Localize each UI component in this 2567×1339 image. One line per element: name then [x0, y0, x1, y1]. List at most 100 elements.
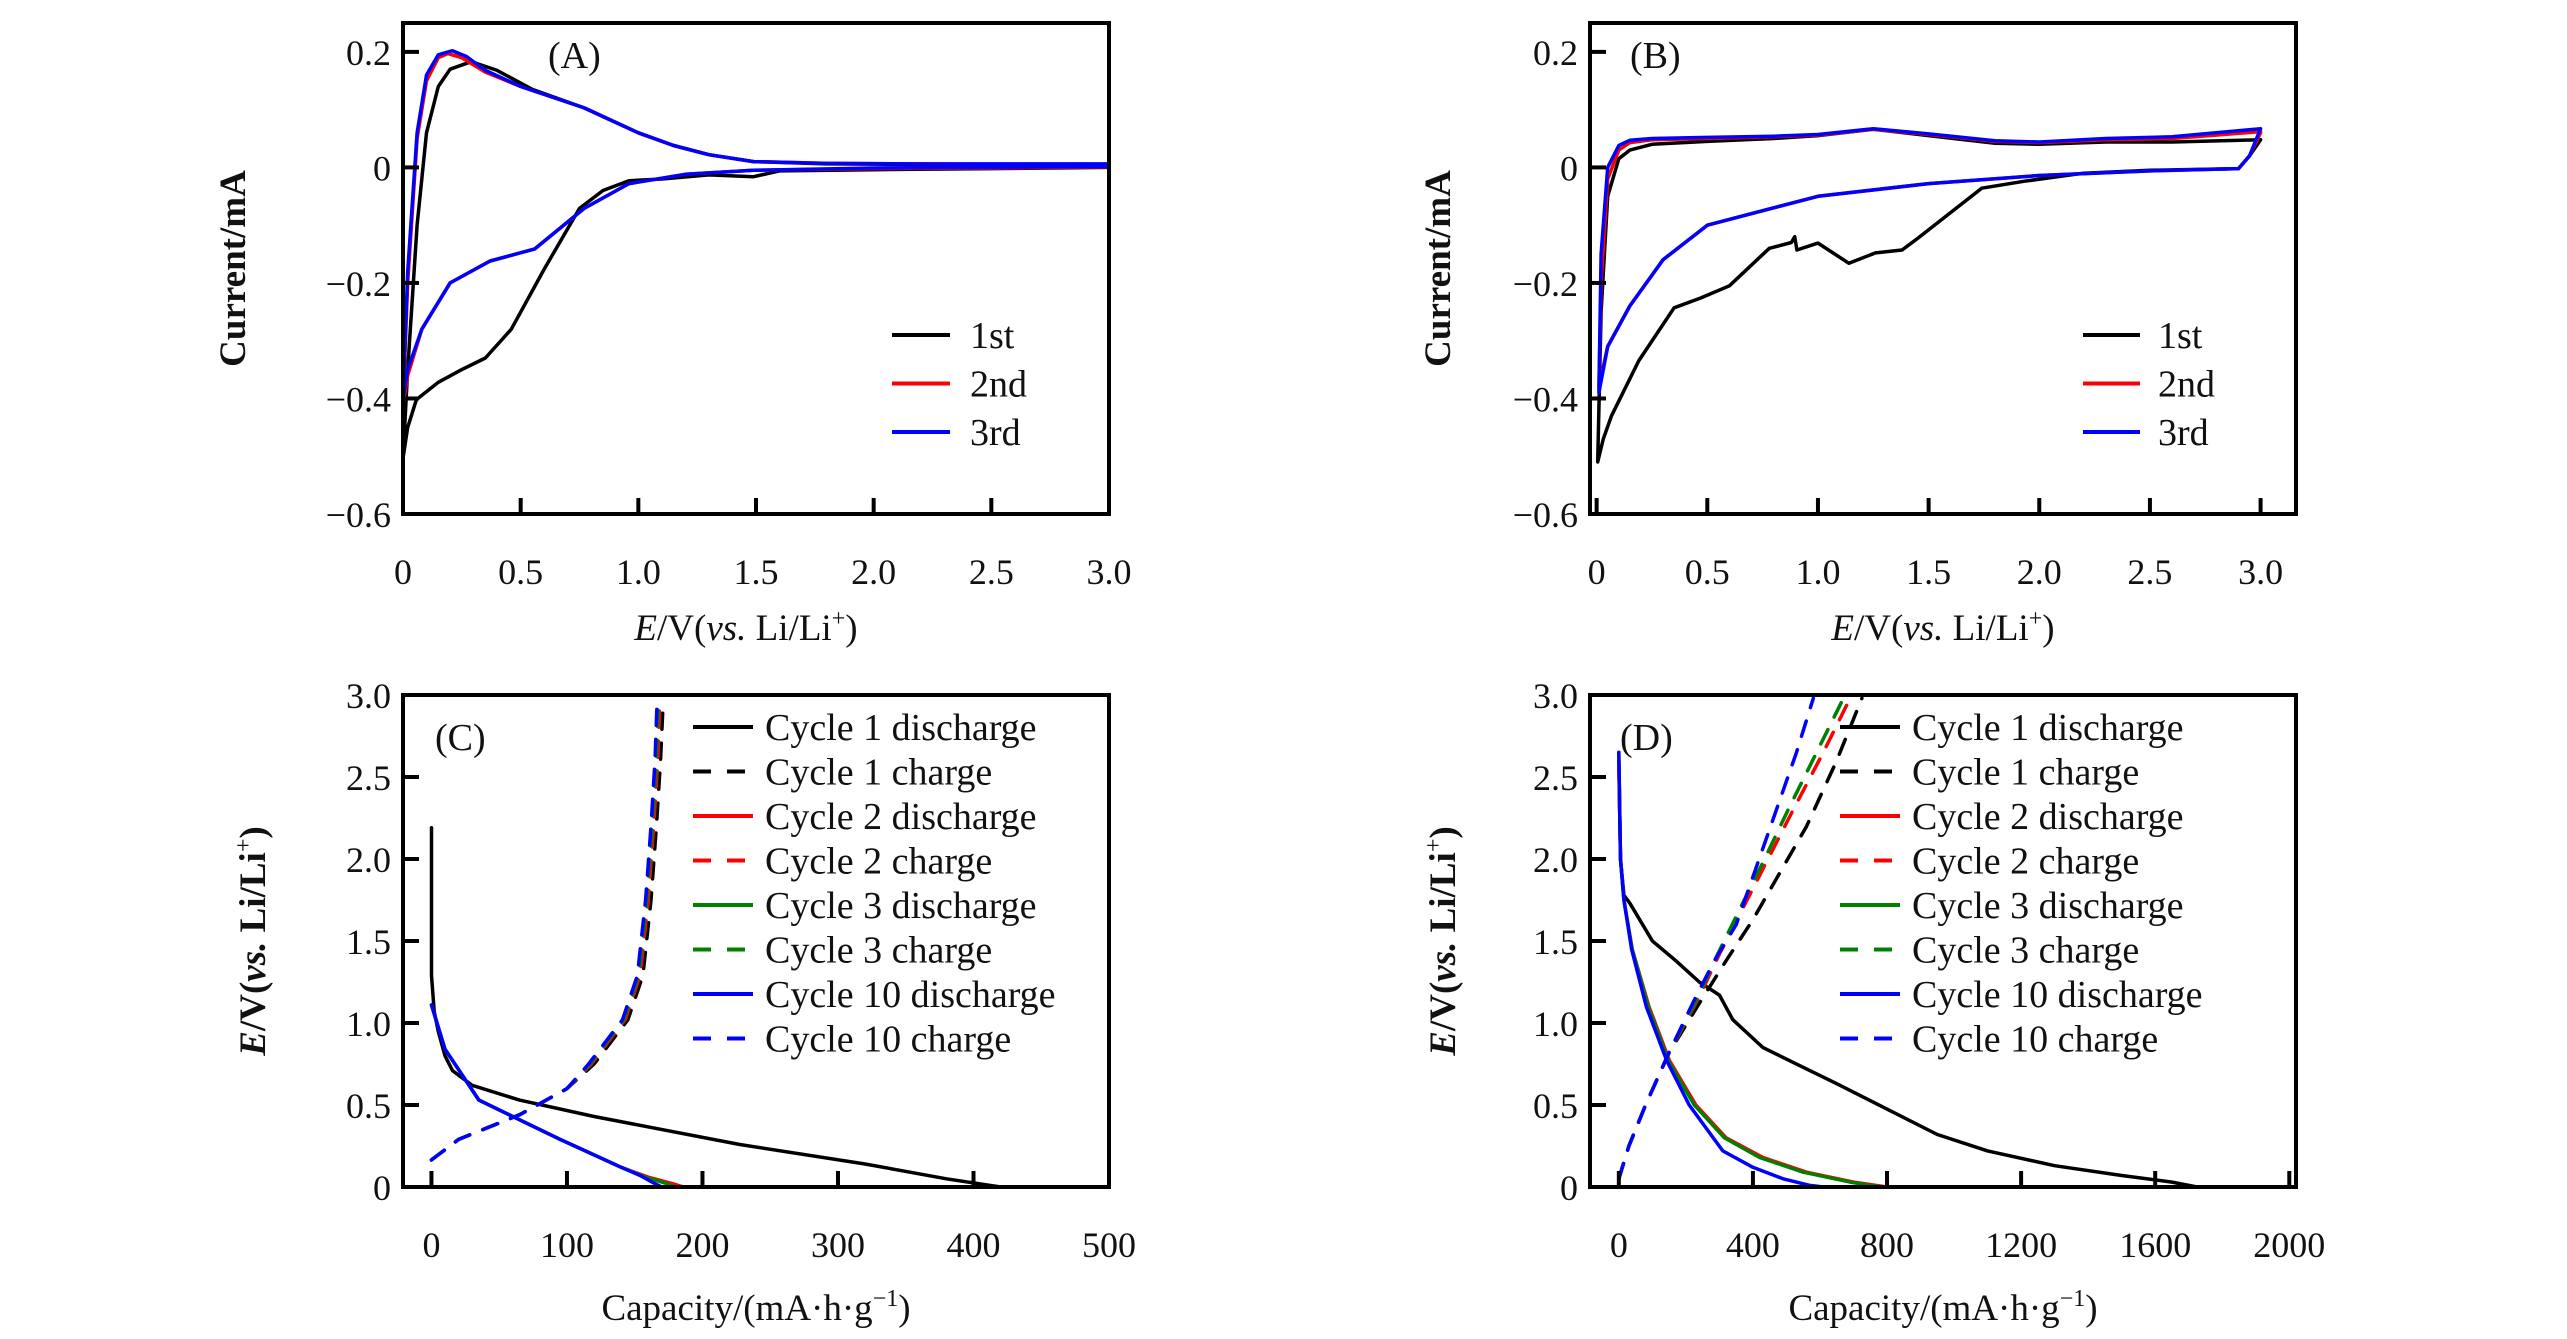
x-tick-label: 400	[946, 1225, 1000, 1265]
x-tick-label: 0.5	[1685, 552, 1730, 592]
panel-label: (D)	[1620, 717, 1673, 759]
panel-b-cv-plot: 0 0.5 1.0 1.5 2.0 2.5 3.00.20−0.2−0.4−0.6 (B) …	[1418, 21, 2298, 649]
y-tick-label: −0.2	[326, 264, 391, 304]
y-axis-title: Current/mA	[213, 170, 254, 367]
legend-item: Cycle 3 discharge	[1840, 885, 2184, 927]
y-tick-label: 0.2	[1533, 33, 1578, 73]
y-tick-label: −0.6	[326, 495, 391, 535]
series-line-cycle-10-discharge	[1617, 750, 1826, 1189]
legend-label: 3rd	[2158, 412, 2209, 454]
legend-label: Cycle 10 discharge	[1912, 974, 2203, 1016]
y-tick-label: 1.5	[346, 922, 391, 962]
legend-label: Cycle 2 charge	[765, 841, 992, 883]
legend-label: Cycle 10 charge	[765, 1019, 1011, 1061]
x-axis-title: Capacity/(mA·h·g−1)	[1788, 1286, 2097, 1329]
y-tick-label: 1.5	[1533, 922, 1578, 962]
legend-item: Cycle 1 charge	[693, 752, 992, 794]
series-line-cycle-2-charge	[1617, 696, 1852, 1181]
y-tick-label: 0.2	[346, 33, 391, 73]
legend-label: Cycle 3 charge	[1912, 930, 2139, 972]
legend-label: Cycle 10 charge	[1912, 1019, 2158, 1061]
x-tick-label: 800	[1860, 1225, 1914, 1265]
series-line-cycle-10-charge	[429, 699, 659, 1162]
legend-label: Cycle 3 charge	[765, 930, 992, 972]
legend-item: 3rd	[2083, 412, 2209, 454]
panel-label: (B)	[1630, 35, 1681, 77]
panel-label: (A)	[548, 35, 601, 77]
legend-item: Cycle 3 charge	[693, 930, 992, 972]
x-axis-title: Capacity/(mA·h·g−1)	[601, 1286, 910, 1329]
x-tick-label: 1.5	[734, 552, 779, 592]
x-tick-label: 500	[1082, 1225, 1136, 1265]
legend-item: Cycle 10 discharge	[693, 974, 1056, 1016]
y-tick-label: 1.0	[346, 1004, 391, 1044]
panel-d-charge-discharge-plot: 0 400 800 1200 1600 2000 0 0.5 1.0 1.5 2.0 2.5 3.0 (…	[1421, 676, 2325, 1329]
legend-item: 3rd	[892, 412, 1021, 454]
series-line-cycle-1-charge	[429, 699, 665, 1162]
legend-label: Cycle 1 discharge	[765, 707, 1037, 749]
legend-label: 1st	[970, 315, 1015, 357]
series-line-cycle-1-discharge	[1617, 758, 2199, 1189]
y-axis-title: Current/mA	[1418, 170, 1459, 367]
legend-label: Cycle 10 discharge	[765, 974, 1056, 1016]
x-tick-label: 300	[811, 1225, 865, 1265]
legend-item: Cycle 3 discharge	[693, 885, 1037, 927]
legend-item: Cycle 10 charge	[693, 1019, 1011, 1061]
x-axis-title: E/V(vs. Li/Li+)	[1830, 606, 2054, 649]
legend-item: Cycle 10 charge	[1840, 1019, 2158, 1061]
x-tick-label: 0	[422, 1225, 440, 1265]
y-tick-label: −0.2	[1513, 264, 1578, 304]
series-line-3rd	[1597, 126, 2263, 395]
x-tick-label: 2.0	[2017, 552, 2062, 592]
series-line-cycle-2-charge	[429, 699, 662, 1162]
legend-label: 3rd	[970, 412, 1021, 454]
legend-item: 2nd	[2083, 364, 2215, 406]
legend-item: Cycle 2 discharge	[693, 796, 1037, 838]
legend-item: Cycle 2 charge	[1840, 841, 2139, 883]
legend-item: 1st	[892, 315, 1015, 357]
series-line-cycle-10-discharge	[429, 1003, 664, 1189]
legend-item: Cycle 10 discharge	[1840, 974, 2203, 1016]
y-tick-label: 3.0	[346, 676, 391, 716]
legend-label: Cycle 3 discharge	[765, 885, 1037, 927]
x-tick-label: 3.0	[2238, 552, 2283, 592]
series-line-cycle-3-discharge	[429, 1003, 678, 1189]
y-tick-label: 0.5	[346, 1086, 391, 1126]
series-line-cycle-1-charge	[1617, 696, 1864, 1181]
x-tick-label: 2.5	[2127, 552, 2172, 592]
legend-label: 2nd	[2158, 364, 2215, 406]
x-tick-label: 0	[1588, 552, 1606, 592]
y-tick-label: 2.5	[1533, 758, 1578, 798]
legend-label: Cycle 1 charge	[765, 752, 992, 794]
y-tick-label: −0.4	[326, 379, 391, 419]
x-tick-label: 200	[675, 1225, 729, 1265]
x-tick-label: 2.5	[969, 552, 1014, 592]
y-tick-label: 0	[373, 148, 391, 188]
y-tick-label: −0.4	[1513, 379, 1578, 419]
y-tick-label: 2.0	[346, 840, 391, 880]
series-line-cycle-2-discharge	[429, 1003, 686, 1189]
y-tick-label: 0	[1560, 148, 1578, 188]
y-tick-label: 2.0	[1533, 840, 1578, 880]
x-tick-label: 1.5	[1906, 552, 1951, 592]
series-line-cycle-3-charge	[429, 699, 661, 1162]
x-tick-label: 0.5	[498, 552, 543, 592]
x-tick-label: 2000	[2253, 1225, 2325, 1265]
legend-item: Cycle 1 discharge	[1840, 707, 2184, 749]
x-tick-label: 400	[1726, 1225, 1780, 1265]
legend-item: 1st	[2083, 315, 2203, 357]
legend-item: Cycle 1 discharge	[693, 707, 1037, 749]
x-tick-label: 0	[1610, 1225, 1628, 1265]
legend-label: Cycle 3 discharge	[1912, 885, 2184, 927]
legend-item: Cycle 2 charge	[693, 841, 992, 883]
x-tick-label: 0	[394, 552, 412, 592]
legend-label: Cycle 1 discharge	[1912, 707, 2184, 749]
x-tick-label: 3.0	[1087, 552, 1132, 592]
y-tick-label: 0.5	[1533, 1086, 1578, 1126]
x-tick-label: 100	[540, 1225, 594, 1265]
legend-item: Cycle 1 charge	[1840, 752, 2139, 794]
plot-frame	[1588, 21, 2298, 516]
legend-label: Cycle 2 discharge	[1912, 796, 2184, 838]
x-tick-label: 1200	[1985, 1225, 2057, 1265]
